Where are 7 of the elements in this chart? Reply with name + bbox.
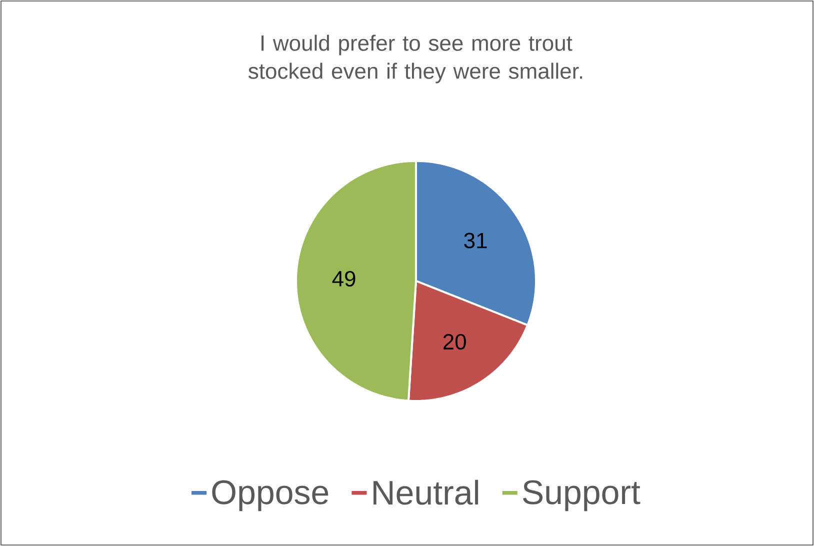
legend-label: Neutral bbox=[374, 480, 478, 505]
data-label: 20 bbox=[443, 334, 466, 350]
chart-title: I would prefer to see more trout stocked even if they were smaller. bbox=[248, 34, 582, 84]
legend-label: Oppose bbox=[212, 480, 328, 512]
legend-label: Support bbox=[522, 480, 640, 512]
data-label: 31 bbox=[464, 232, 487, 248]
data-label: 49 bbox=[332, 270, 356, 287]
